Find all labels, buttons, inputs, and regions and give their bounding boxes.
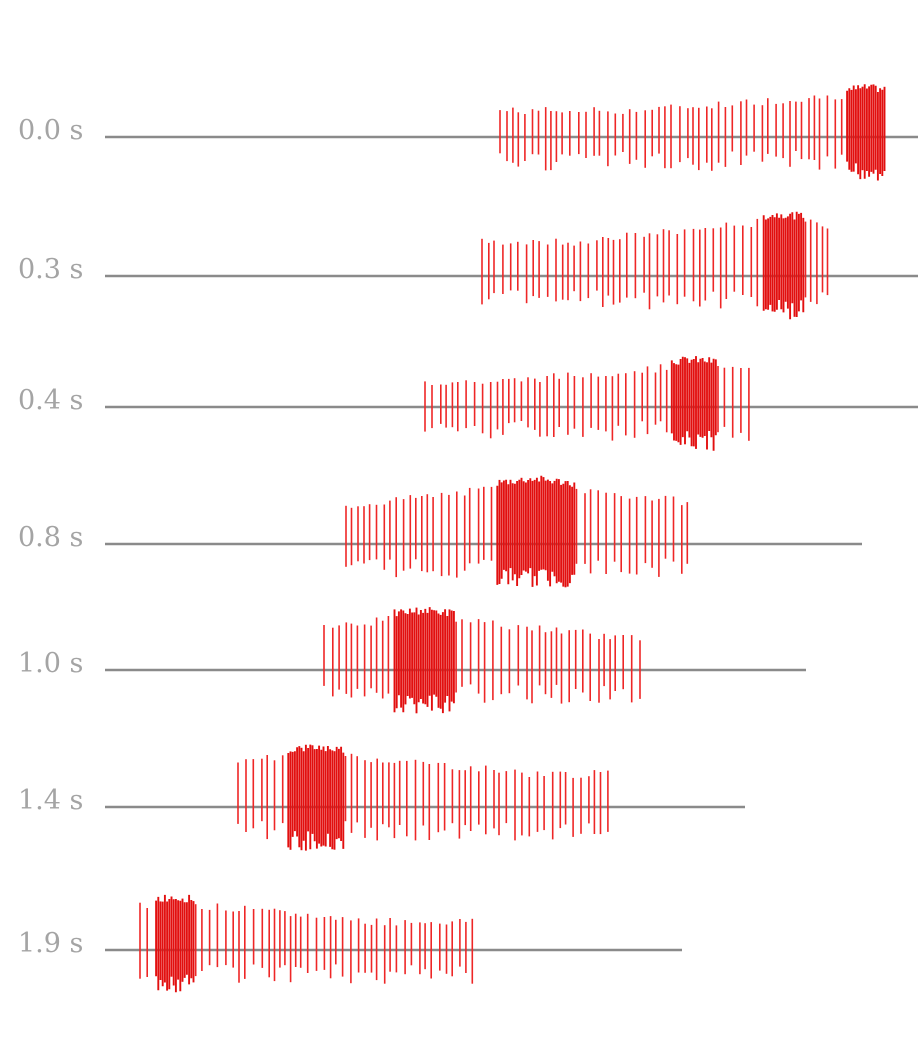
row-2: 0.4 s xyxy=(18,356,918,451)
row-3: 0.8 s xyxy=(18,475,862,588)
row-6: 1.9 s xyxy=(18,894,682,993)
time-label: 0.3 s xyxy=(18,254,83,285)
row-0: 0.0 s xyxy=(18,84,918,181)
time-label: 1.9 s xyxy=(18,928,83,959)
time-label: 0.0 s xyxy=(18,115,83,146)
row-1: 0.3 s xyxy=(18,211,918,320)
time-label: 1.0 s xyxy=(18,648,83,679)
row-4: 1.0 s xyxy=(18,607,806,714)
rows-layer: 0.0 s 0.3 s 0.4 s 0.8 s 1.0 s 1.4 s 1.9 s xyxy=(18,84,918,993)
time-label: 1.4 s xyxy=(18,785,83,816)
time-label: 0.4 s xyxy=(18,385,83,416)
row-5: 1.4 s xyxy=(18,744,745,851)
time-label: 0.8 s xyxy=(18,522,83,553)
